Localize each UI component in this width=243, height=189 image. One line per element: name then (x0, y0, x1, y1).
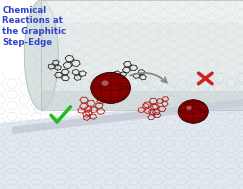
Polygon shape (41, 0, 243, 23)
Polygon shape (0, 98, 243, 189)
Circle shape (186, 106, 192, 110)
Circle shape (101, 81, 109, 86)
Text: Chemical
Reactions at
the Graphitic
Step-Edge: Chemical Reactions at the Graphitic Step… (2, 6, 67, 47)
Ellipse shape (24, 0, 58, 110)
Polygon shape (41, 0, 243, 110)
Polygon shape (12, 98, 243, 134)
Polygon shape (41, 91, 243, 110)
Circle shape (178, 100, 208, 123)
Circle shape (91, 72, 130, 103)
